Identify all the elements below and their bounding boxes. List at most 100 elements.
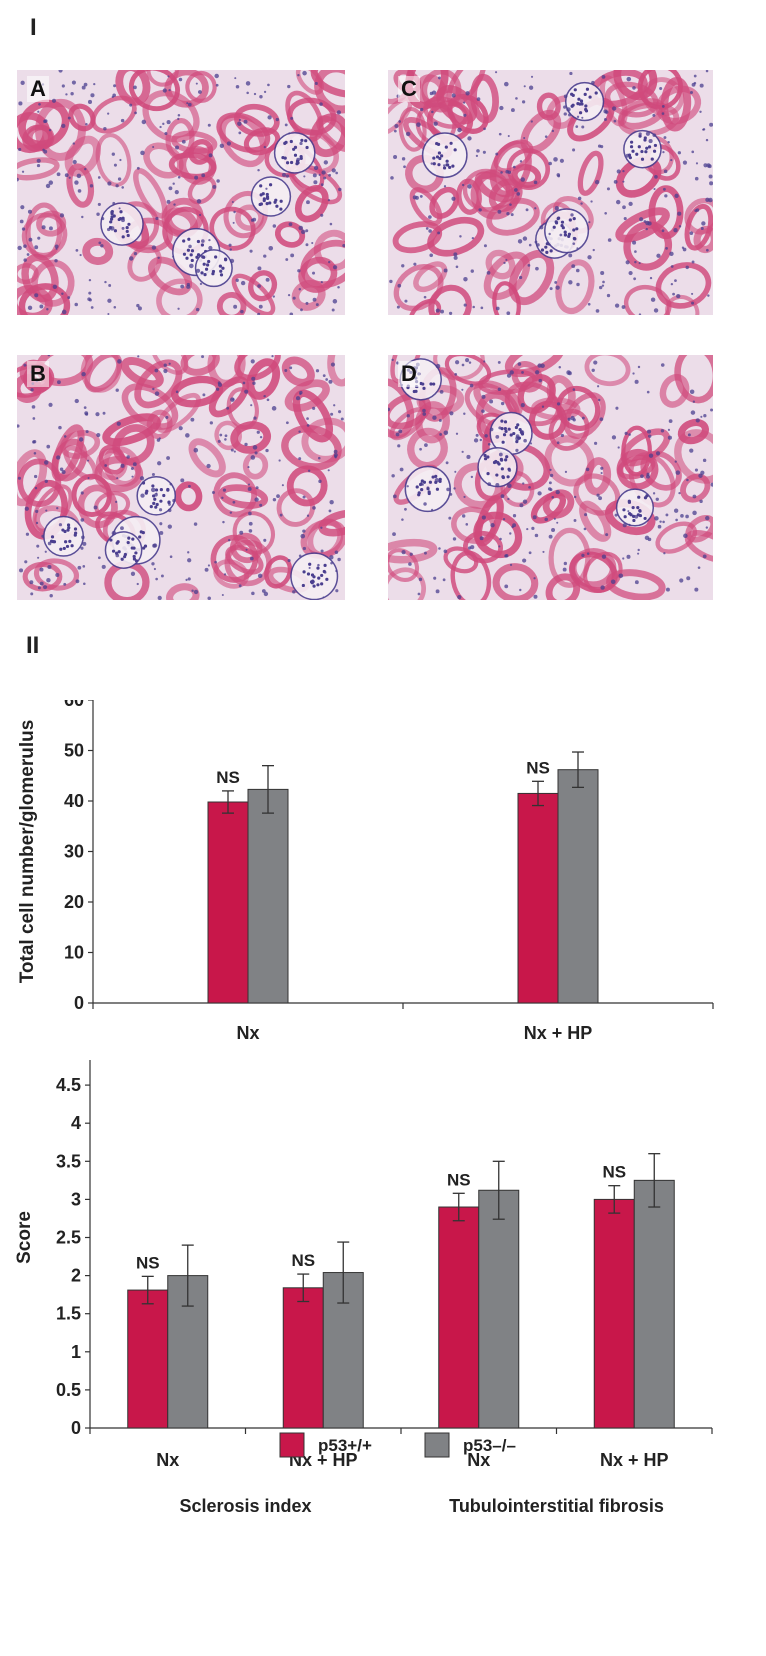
nucleus-dot [47,355,51,357]
nucleus-dot [413,262,417,266]
nucleus-dot [679,578,684,583]
nucleus-dot [606,293,611,298]
nucleus-dot [279,207,283,211]
nucleus-dot [392,494,397,499]
nucleus-dot [224,434,228,438]
nucleus-dot [312,584,316,588]
nucleus-dot [650,297,656,302]
nucleus-dot [84,167,87,171]
nucleus-dot [495,473,499,477]
nucleus-dot [603,118,607,122]
nucleus-dot [536,243,540,247]
nucleus-dot [643,220,647,223]
nucleus-dot [504,429,508,434]
nucleus-dot [528,85,534,90]
nucleus-dot [129,103,133,107]
nucleus-dot [396,305,400,309]
nucleus-dot [705,70,709,73]
nucleus-dot [434,474,438,478]
nucleus-dot [556,441,560,445]
nucleus-dot [470,269,474,273]
nucleus-dot [492,460,497,465]
tubule-shape [604,81,659,118]
nucleus-dot [320,582,324,586]
nucleus-dot [563,233,568,237]
nucleus-dot [235,278,239,282]
nucleus-dot [645,220,650,226]
nucleus-dot [233,304,238,309]
nucleus-dot [556,402,561,406]
nucleus-dot [82,541,87,546]
micrograph-c: C [388,70,713,315]
nucleus-dot [155,502,159,507]
nucleus-dot [586,552,590,555]
nucleus-dot [226,406,230,410]
nucleus-dot [634,379,639,384]
nucleus-dot [572,388,576,391]
nucleus-dot [480,306,484,310]
nucleus-dot [257,266,262,271]
nucleus-dot [507,135,510,138]
tubule-shape [284,379,330,412]
bar [517,792,559,1004]
nucleus-dot [422,480,427,484]
nucleus-dot [20,80,25,85]
nucleus-dot [45,509,48,512]
nucleus-dot [516,423,520,427]
nucleus-dot [244,389,249,394]
nucleus-dot [172,182,175,185]
nucleus-dot [626,76,632,82]
nucleus-dot [627,510,630,513]
nucleus-dot [397,283,402,288]
nucleus-dot [652,492,656,495]
nucleus-dot [393,154,398,159]
nucleus-dot [177,117,180,121]
nucleus-dot [601,74,606,79]
tubule-shape [115,70,151,106]
nucleus-dot [572,217,576,221]
bar [633,1179,675,1429]
nucleus-dot [259,435,263,439]
nucleus-dot [554,206,559,211]
nucleus-dot [692,400,696,403]
tubule-shape [142,89,200,143]
tubule-shape [82,237,114,265]
nucleus-dot [660,429,665,433]
nucleus-dot [168,186,173,191]
y-tick-label: 0 [74,993,84,1013]
nucleus-dot [126,540,130,545]
nucleus-dot [549,287,553,291]
nucleus-dot [421,483,424,486]
tubule-shape [218,484,269,509]
significance-label: NS [602,1163,626,1182]
nucleus-dot [590,200,593,203]
nucleus-dot [204,267,209,271]
nucleus-dot [527,264,531,267]
nucleus-dot [320,213,324,217]
nucleus-dot [152,501,156,505]
nucleus-dot [323,176,327,180]
nucleus-dot [594,441,598,445]
nucleus-dot [81,85,86,90]
nucleus-dot [437,151,442,155]
nucleus-dot [159,125,162,129]
tubule-shape [413,261,448,293]
nucleus-dot [27,209,32,214]
tubule-shape [60,430,101,459]
nucleus-dot [567,371,572,376]
nucleus-dot [483,360,486,363]
nucleus-dot [131,475,134,478]
nucleus-dot [570,415,575,421]
nucleus-dot [594,179,600,185]
nucleus-dot [661,229,665,233]
nucleus-dot [534,240,538,244]
bar [282,1287,324,1429]
nucleus-dot [531,526,535,531]
tubule-shape [536,92,561,121]
nucleus-dot [525,208,529,212]
nucleus-dot [694,176,699,181]
nucleus-dot [323,160,328,165]
nucleus-dot [516,192,521,196]
nucleus-dot [17,177,19,182]
nucleus-dot [312,506,316,510]
